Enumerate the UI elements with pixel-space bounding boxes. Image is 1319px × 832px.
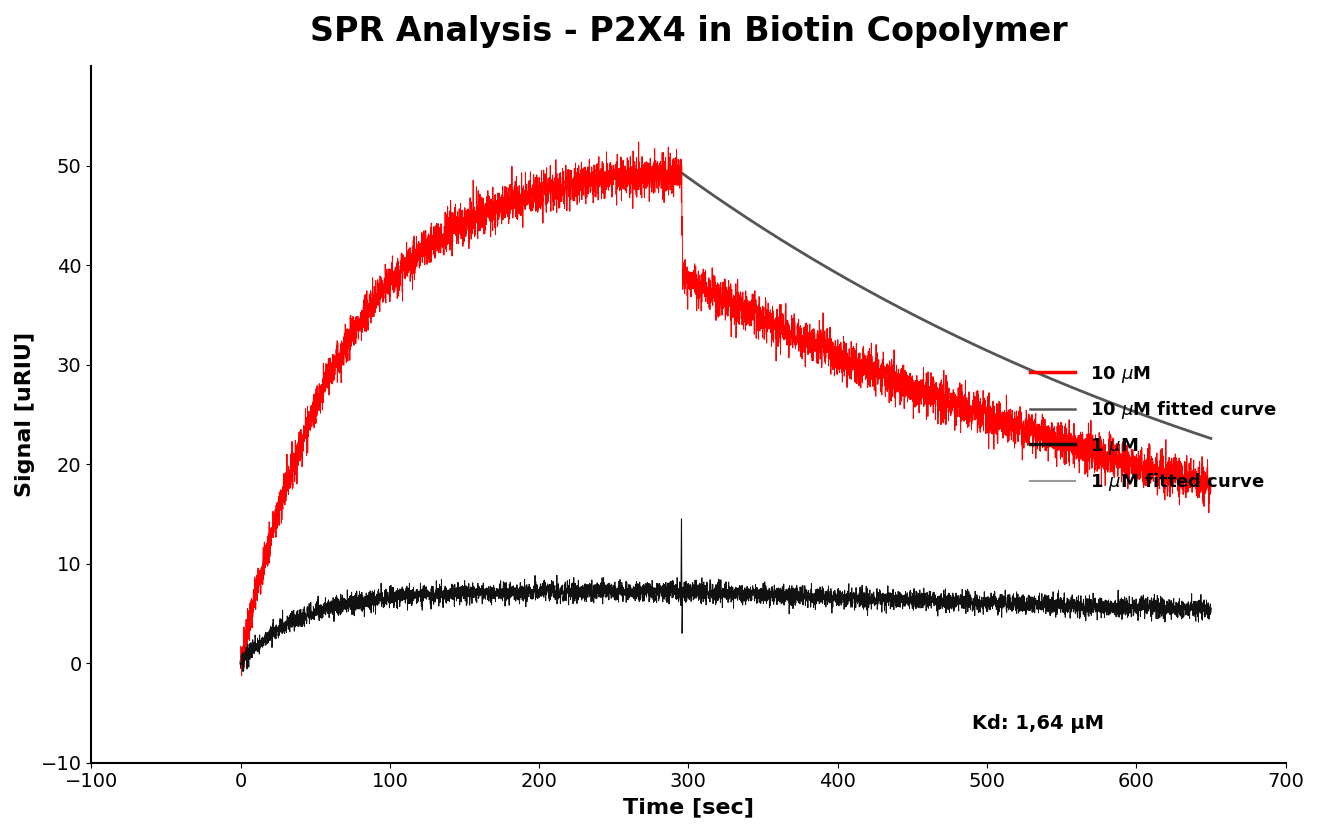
Legend: 10 $\mu$M, 10 $\mu$M fitted curve, 1 $\mu$M, 1 $\mu$M fitted curve: 10 $\mu$M, 10 $\mu$M fitted curve, 1 $\m…	[1030, 364, 1277, 493]
X-axis label: Time [sec]: Time [sec]	[623, 797, 754, 817]
Text: Kd: 1,64 μM: Kd: 1,64 μM	[972, 714, 1104, 733]
Y-axis label: Signal [uRIU]: Signal [uRIU]	[15, 332, 36, 497]
Title: SPR Analysis - P2X4 in Biotin Copolymer: SPR Analysis - P2X4 in Biotin Copolymer	[310, 15, 1067, 48]
